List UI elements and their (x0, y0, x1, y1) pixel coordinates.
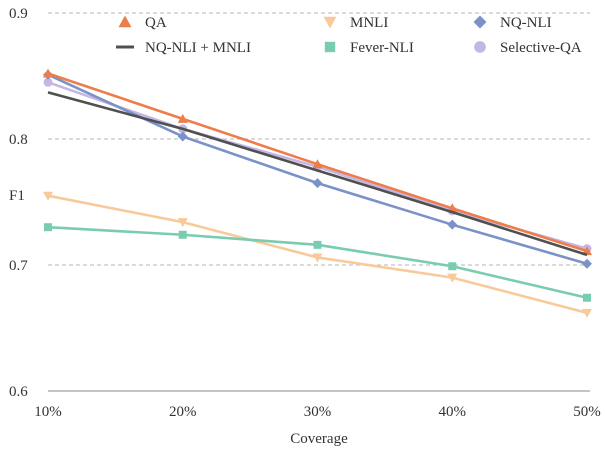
data-point (177, 113, 188, 123)
y-tick-label: 0.6 (9, 384, 28, 400)
legend-item: Fever-NLI (324, 40, 414, 56)
series-line (47, 225, 588, 300)
legend-label: Fever-NLI (350, 40, 414, 56)
data-point (447, 273, 458, 283)
legend-label: QA (145, 15, 167, 31)
legend-item: NQ-NLI + MNLI (116, 40, 251, 56)
x-tick-label: 20% (169, 404, 197, 420)
legend-swatch (473, 15, 487, 29)
series-qa (43, 68, 592, 256)
data-point (583, 293, 591, 302)
data-point (43, 191, 53, 201)
data-point (312, 159, 323, 169)
x-tick-label: 10% (34, 404, 62, 420)
data-point (448, 262, 457, 271)
data-point (582, 308, 592, 318)
x-axis-label: Coverage (290, 431, 348, 447)
y-axis-label: F1 (9, 188, 25, 204)
data-point (313, 240, 322, 249)
series-mnli (43, 191, 592, 318)
data-point (312, 178, 323, 189)
data-point (177, 218, 188, 228)
legend-item: MNLI (323, 15, 388, 31)
series-nq-nli-mnli (47, 91, 588, 257)
x-tick-label: 50% (573, 404, 601, 420)
legend: QA MNLI NQ-NLI NQ-NLI + MNLI Fever-NLI Select… (116, 15, 582, 56)
legend-swatch (118, 15, 132, 28)
series-fever-nli (44, 223, 591, 302)
x-tick-labels: 10% 20% 30% 40% 50% (34, 404, 601, 420)
y-tick-labels: 0.6 0.7 0.8 0.9 (9, 6, 28, 400)
legend-item: NQ-NLI (473, 15, 552, 31)
data-point (312, 253, 323, 263)
series-line (47, 91, 588, 257)
y-tick-label: 0.7 (9, 258, 28, 274)
legend-swatch (323, 16, 337, 29)
data-point (44, 223, 52, 232)
legend-item: Selective-QA (474, 40, 582, 56)
legend-swatch (324, 41, 336, 53)
legend-label: NQ-NLI (500, 15, 552, 31)
y-tick-label: 0.9 (9, 6, 28, 22)
grid (48, 12, 590, 266)
data-point (177, 131, 188, 142)
legend-swatch (474, 41, 486, 53)
legend-label: Selective-QA (500, 40, 582, 56)
legend-item: QA (118, 15, 167, 31)
data-point (447, 219, 458, 230)
y-tick-label: 0.8 (9, 132, 28, 148)
x-tick-label: 30% (304, 404, 332, 420)
data-point (178, 230, 187, 239)
data-point (43, 68, 53, 78)
legend-label: MNLI (350, 15, 388, 31)
data-point (43, 77, 53, 87)
x-tick-label: 40% (439, 404, 467, 420)
data-point (582, 258, 592, 269)
legend-label: NQ-NLI + MNLI (145, 40, 251, 56)
series (43, 68, 592, 318)
